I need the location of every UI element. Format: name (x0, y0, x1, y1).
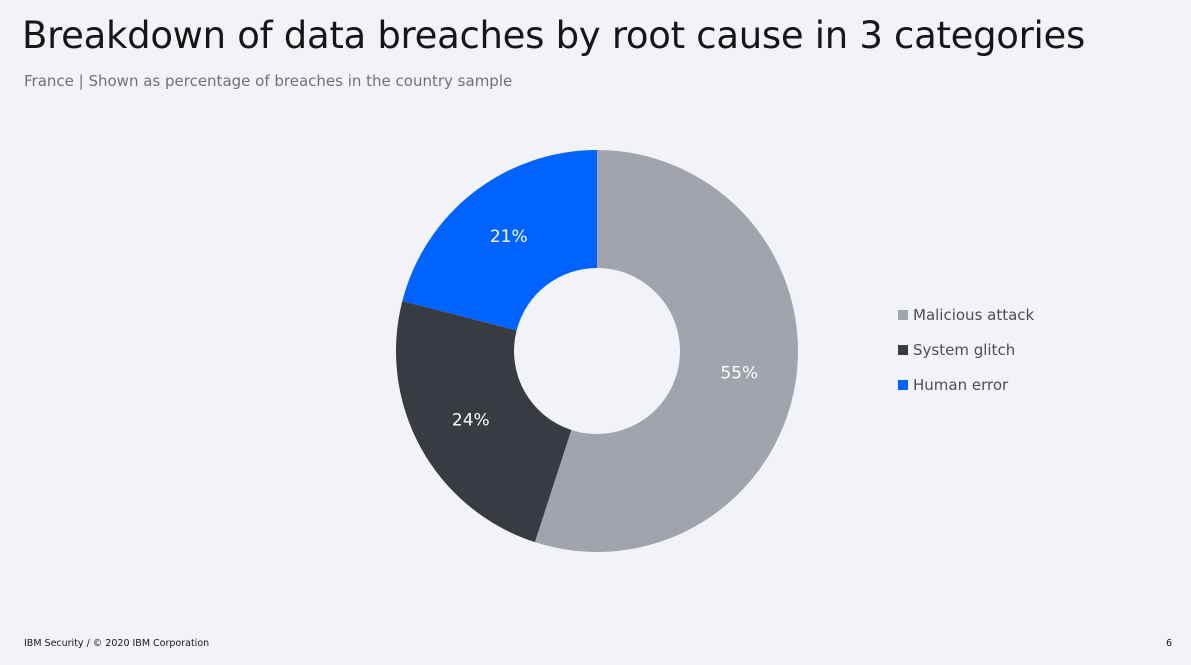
slice-human-error (402, 150, 597, 331)
chart-legend: Malicious attack System glitch Human error (898, 305, 1034, 395)
footer-copyright: IBM Security / © 2020 IBM Corporation (24, 638, 210, 649)
legend-label: System glitch (913, 341, 1016, 359)
legend-swatch (898, 310, 908, 320)
legend-label: Malicious attack (913, 306, 1035, 324)
page-number: 6 (1165, 638, 1172, 649)
legend-item: Malicious attack (898, 305, 1034, 325)
legend-item: Human error (898, 375, 1034, 395)
legend-label: Human error (913, 376, 1009, 394)
chart-title: Breakdown of data breaches by root cause… (22, 14, 1085, 57)
slice-label: 55% (720, 364, 758, 384)
slice-system-glitch (396, 301, 572, 543)
chart-subtitle: France | Shown as percentage of breaches… (24, 72, 513, 90)
legend-swatch (898, 345, 908, 355)
slice-label: 24% (452, 410, 490, 430)
slice-malicious-attack (534, 150, 799, 553)
legend-swatch (898, 380, 908, 390)
slice-label: 21% (490, 227, 528, 247)
legend-item: System glitch (898, 340, 1034, 360)
